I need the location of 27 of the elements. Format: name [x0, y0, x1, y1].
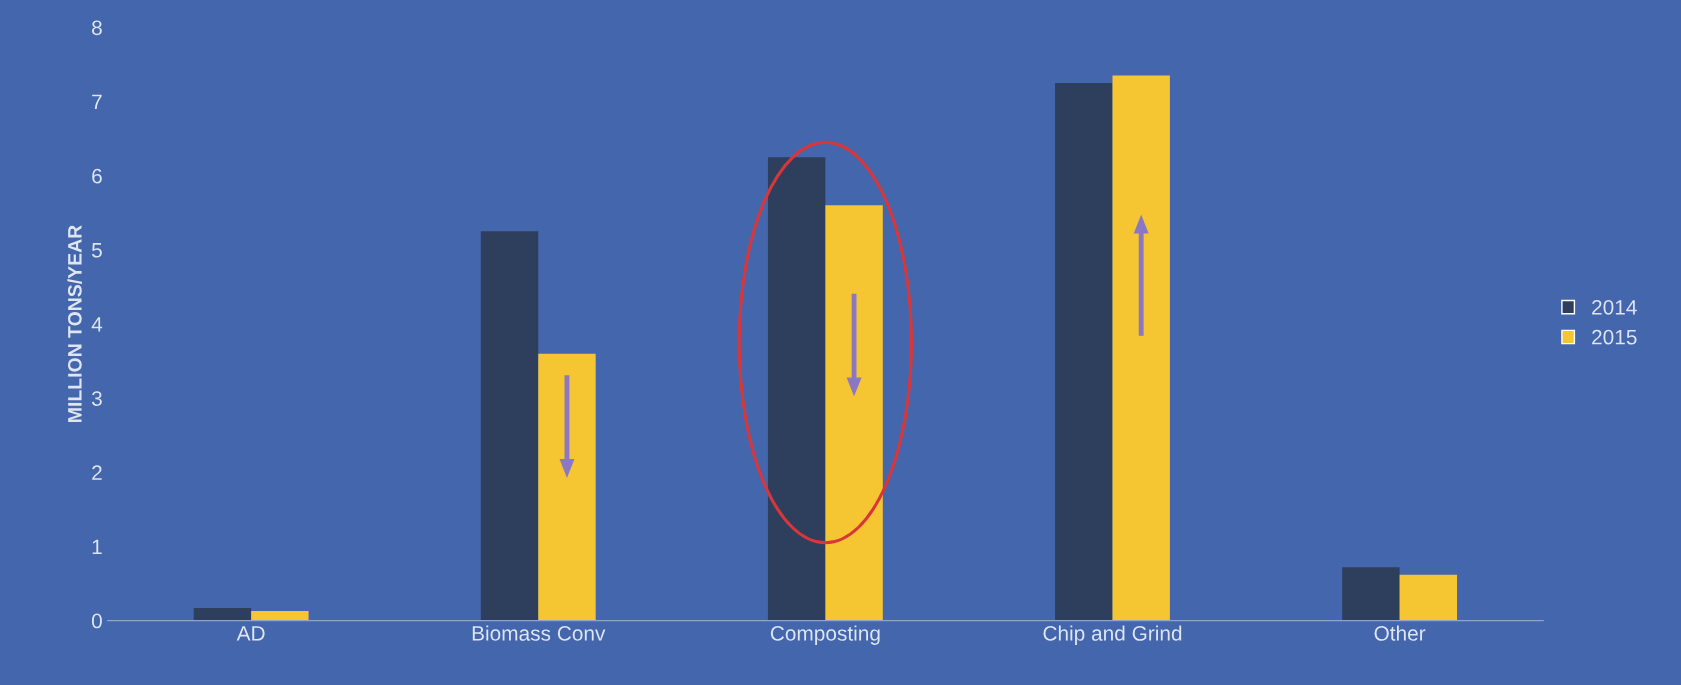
bar: [1112, 75, 1170, 621]
legend-label: 2014: [1592, 299, 1637, 315]
y-tick-label: 6: [92, 168, 102, 184]
x-tick-label: Other: [1374, 625, 1426, 641]
bar: [251, 610, 309, 621]
x-tick-label: Composting: [770, 625, 880, 645]
bar: [193, 608, 252, 621]
bar: [480, 231, 539, 621]
bar: [825, 205, 883, 621]
bar: [1342, 567, 1400, 621]
x-tick-label: Biomass Conv: [472, 625, 606, 641]
bar: [1055, 83, 1113, 621]
y-tick-label: 8: [92, 20, 102, 36]
y-tick-label: 1: [92, 539, 102, 555]
y-tick-label: 5: [91, 243, 102, 258]
y-tick-label: 4: [91, 317, 103, 332]
legend-label: 2015: [1592, 329, 1637, 345]
y-tick-label: 2: [92, 465, 102, 480]
y-tick-label: 7: [92, 94, 102, 110]
x-tick-label: Chip and Grind: [1043, 625, 1182, 645]
bar: [767, 157, 826, 621]
y-axis-title: MILLION TONS/YEAR: [67, 225, 82, 422]
y-tick-label: 0: [91, 613, 102, 629]
x-tick-label: AD: [236, 626, 265, 641]
y-tick-label: 3: [91, 391, 102, 406]
bar: [538, 353, 596, 621]
bar: [1399, 574, 1458, 621]
